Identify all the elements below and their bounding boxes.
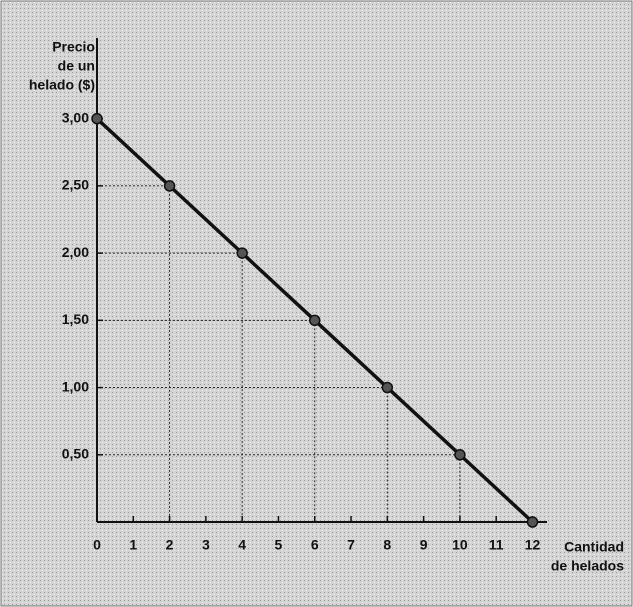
data-point — [454, 449, 466, 461]
x-tick-label: 3 — [202, 537, 210, 553]
y-axis-label: Precio — [52, 39, 95, 55]
data-point — [163, 180, 176, 192]
data-point — [236, 247, 248, 259]
data-point — [526, 516, 539, 528]
y-tick-label: 1,00 — [62, 378, 89, 394]
y-tick-label: 2,50 — [62, 177, 89, 193]
data-point — [381, 381, 394, 394]
data-point — [91, 112, 103, 125]
y-tick-label: 0,50 — [62, 445, 89, 461]
x-tick-label: 0 — [93, 537, 101, 553]
y-axis-label: helado ($) — [29, 77, 95, 93]
x-tick-label: 11 — [489, 537, 504, 553]
x-axis-label: de helados — [551, 558, 624, 574]
y-tick-label: 3,00 — [62, 109, 89, 125]
x-tick-label: 2 — [166, 537, 174, 553]
x-tick-label: 4 — [238, 537, 246, 553]
y-tick-label: 2,00 — [62, 244, 89, 260]
y-axis-label: de un — [58, 58, 95, 74]
x-tick-label: 1 — [129, 537, 137, 553]
x-tick-label: 8 — [383, 537, 391, 553]
x-tick-label: 7 — [347, 537, 355, 553]
x-tick-label: 10 — [452, 537, 468, 553]
x-tick-label: 6 — [311, 537, 319, 553]
x-tick-label: 9 — [420, 537, 428, 553]
y-tick-label: 1,50 — [62, 311, 89, 327]
x-axis-label: Cantidad — [564, 539, 624, 555]
x-tick-label: 5 — [275, 537, 283, 553]
x-tick-label: 12 — [525, 537, 541, 553]
data-point — [308, 314, 321, 327]
